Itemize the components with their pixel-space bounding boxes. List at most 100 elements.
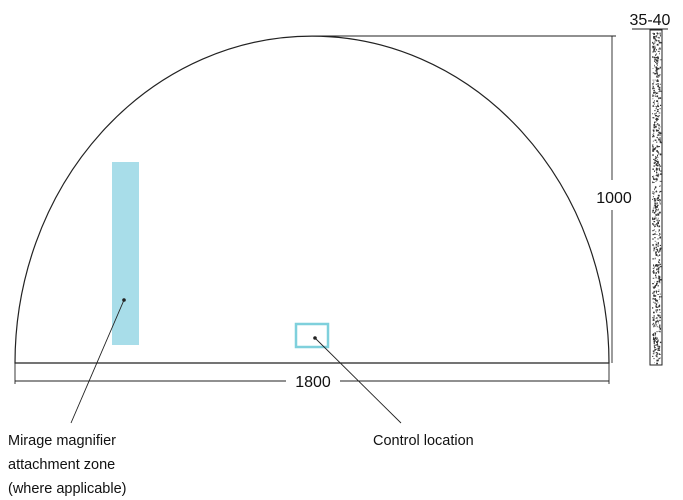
side-texture-speck: [654, 317, 655, 319]
side-texture-speck: [653, 264, 654, 267]
side-texture-speck: [656, 213, 659, 215]
side-texture-speck: [658, 261, 660, 263]
side-texture-speck: [657, 314, 660, 317]
magnifier-attachment-zone: [112, 162, 139, 345]
width-dimension: 1800: [14, 363, 610, 391]
side-texture-speck: [658, 42, 660, 45]
side-texture-speck: [652, 87, 654, 90]
side-texture-speck: [652, 102, 655, 104]
side-texture-speck: [658, 163, 660, 166]
side-texture-speck: [655, 231, 657, 233]
side-texture-speck: [656, 80, 658, 82]
side-texture-speck: [657, 348, 660, 350]
side-texture-speck: [652, 198, 653, 200]
side-texture-speck: [653, 290, 655, 293]
side-texture-speck: [653, 219, 656, 220]
side-texture-speck: [659, 279, 662, 281]
side-texture-speck: [657, 320, 659, 323]
side-texture-speck: [653, 86, 654, 88]
side-texture-speck: [655, 339, 658, 340]
magnifier-zone-label-line-1: Mirage magnifier: [8, 433, 116, 449]
side-texture-speck: [654, 298, 656, 300]
side-texture-speck: [654, 264, 657, 267]
side-texture-speck: [652, 181, 654, 184]
side-texture-speck: [654, 91, 656, 93]
side-texture-speck: [657, 173, 659, 175]
side-texture-speck: [658, 91, 660, 93]
side-texture-speck: [656, 69, 658, 71]
side-texture-speck: [659, 90, 662, 92]
side-texture-speck: [656, 95, 659, 98]
side-texture-speck: [653, 175, 655, 177]
side-texture-speck: [655, 224, 657, 226]
side-texture-speck: [656, 150, 658, 152]
side-texture-speck: [658, 299, 660, 300]
side-texture-speck: [655, 160, 657, 161]
side-texture-speck: [659, 47, 661, 49]
side-texture-speck: [653, 165, 656, 167]
side-texture-speck: [653, 318, 655, 320]
side-texture-speck: [655, 356, 658, 357]
side-texture-speck: [653, 117, 655, 119]
side-texture-speck: [655, 167, 658, 170]
side-texture-speck: [654, 58, 656, 61]
side-texture-speck: [653, 204, 656, 206]
side-texture-speck: [652, 233, 655, 236]
side-texture-speck: [652, 350, 655, 352]
side-texture-speck: [656, 341, 658, 343]
side-texture-speck: [656, 168, 658, 170]
side-texture-speck: [654, 170, 655, 172]
side-texture-speck: [652, 168, 654, 170]
magnifier-zone-label-line-2: attachment zone: [8, 457, 115, 473]
side-texture-speck: [653, 337, 654, 339]
side-texture-speck: [657, 345, 659, 347]
side-texture-speck: [659, 233, 661, 235]
side-texture-speck: [657, 213, 660, 216]
side-texture-speck: [657, 265, 660, 266]
side-texture-speck: [657, 105, 660, 108]
side-texture-speck: [652, 339, 655, 341]
side-texture-speck: [655, 156, 657, 159]
side-texture-speck: [659, 341, 662, 344]
side-texture-speck: [652, 146, 654, 148]
side-texture-speck: [655, 246, 657, 249]
side-texture-speck: [656, 32, 659, 34]
side-texture-speck: [654, 203, 657, 205]
side-texture-speck: [652, 95, 654, 97]
side-texture-speck: [657, 123, 659, 125]
side-texture-speck: [658, 77, 660, 78]
side-texture-speck: [656, 171, 658, 174]
side-texture-speck: [656, 282, 658, 285]
side-texture-speck: [657, 349, 659, 351]
side-texture-speck: [654, 66, 657, 68]
side-texture-speck: [659, 201, 661, 203]
side-texture-speck: [656, 266, 659, 268]
side-texture-speck: [654, 342, 655, 344]
side-texture-speck: [653, 90, 655, 92]
side-texture-speck: [658, 262, 660, 264]
side-texture-speck: [655, 83, 657, 85]
side-texture-speck: [656, 141, 658, 143]
side-texture-speck: [653, 340, 655, 343]
side-texture-speck: [658, 118, 659, 120]
side-texture-speck: [657, 64, 658, 66]
side-texture-speck: [659, 319, 661, 322]
side-texture-speck: [654, 188, 656, 189]
side-texture-speck: [653, 33, 655, 35]
side-texture-speck: [656, 307, 658, 308]
side-texture-speck: [652, 298, 654, 300]
side-texture-speck: [659, 74, 660, 76]
side-texture-speck: [652, 286, 655, 288]
side-texture-speck: [659, 191, 661, 193]
side-texture-speck: [653, 270, 654, 272]
side-texture-speck: [655, 215, 658, 216]
side-texture-speck: [653, 358, 655, 360]
side-texture-speck: [658, 115, 660, 116]
side-texture-speck: [652, 209, 654, 212]
side-texture-speck: [652, 333, 654, 335]
side-texture-speck: [656, 53, 657, 55]
side-texture-speck: [657, 255, 659, 257]
side-texture-speck: [659, 281, 661, 283]
side-texture-speck: [659, 140, 661, 142]
side-texture-speck: [655, 303, 658, 306]
